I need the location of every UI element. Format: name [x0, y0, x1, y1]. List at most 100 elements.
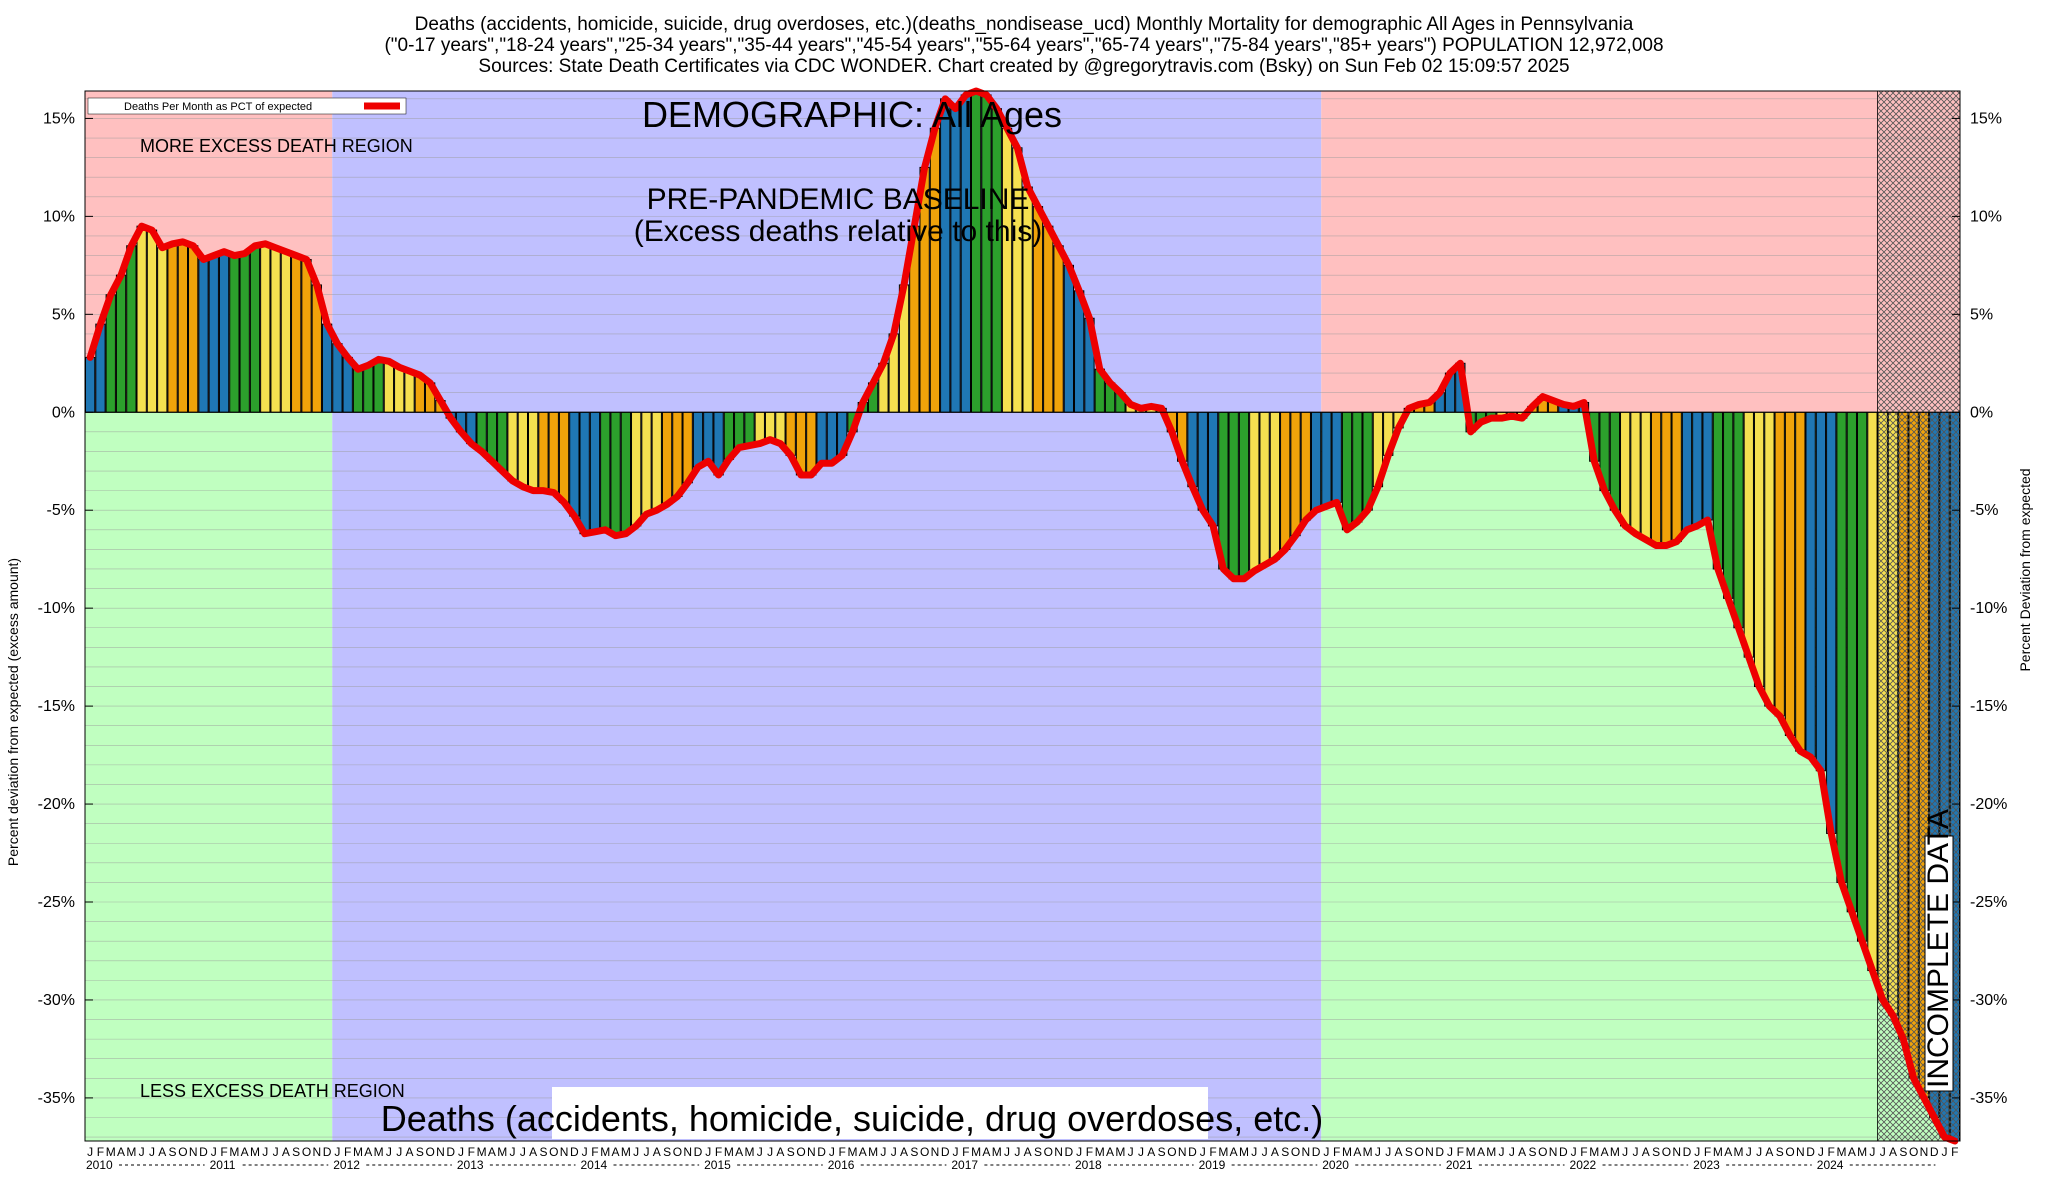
bar — [538, 411, 549, 492]
bar — [383, 360, 395, 413]
bar — [1609, 411, 1621, 511]
chart-title-line1: Deaths (accidents, homicide, suicide, dr… — [415, 14, 1634, 35]
x-month-label: N — [189, 1145, 198, 1159]
bar — [692, 411, 704, 468]
x-month-label: D — [1683, 1145, 1692, 1159]
x-month-label: J — [1014, 1145, 1020, 1159]
bar — [1836, 411, 1847, 883]
y-tick-label-right: 0% — [1970, 404, 1993, 421]
x-month-label: N — [931, 1145, 940, 1159]
bar — [600, 411, 611, 531]
bar — [816, 411, 827, 464]
y-tick-label-left: 5% — [52, 306, 75, 323]
bar — [404, 370, 415, 413]
bar — [517, 411, 528, 488]
bar — [1310, 411, 1322, 511]
x-year-label: 2010 — [86, 1158, 113, 1172]
x-month-label: A — [982, 1145, 990, 1159]
x-month-label: O — [796, 1145, 805, 1159]
less-excess-region-label: LESS EXCESS DEATH REGION — [140, 1081, 405, 1101]
x-year-label: 2021 — [1446, 1158, 1473, 1172]
x-month-label: J — [149, 1145, 155, 1159]
x-month-label: N — [807, 1145, 816, 1159]
bar — [1331, 411, 1342, 503]
bar — [1280, 411, 1291, 550]
x-month-label: M — [1713, 1145, 1723, 1159]
legend-box — [87, 97, 407, 115]
x-month-label: N — [683, 1145, 692, 1159]
x-month-label: N — [436, 1145, 445, 1159]
bar — [661, 411, 673, 505]
x-month-label: J — [1632, 1145, 1638, 1159]
x-month-label: A — [1230, 1145, 1238, 1159]
x-month-label: M — [374, 1145, 384, 1159]
x-month-label: A — [1765, 1145, 1773, 1159]
bar — [1300, 411, 1311, 521]
bar — [1630, 411, 1641, 535]
x-month-label: M — [1239, 1145, 1249, 1159]
x-month-label: F — [1086, 1145, 1093, 1159]
x-month-label: J — [1138, 1145, 1144, 1159]
x-month-label: F — [1704, 1145, 1711, 1159]
x-month-label: O — [920, 1145, 929, 1159]
x-year-label: 2022 — [1570, 1158, 1597, 1172]
x-year-label: 2024 — [1817, 1158, 1844, 1172]
x-month-label: J — [139, 1145, 145, 1159]
x-month-label: A — [900, 1145, 908, 1159]
bar — [280, 251, 292, 413]
x-month-label: J — [880, 1145, 886, 1159]
x-month-label: S — [1281, 1145, 1289, 1159]
y-tick-label-left: -25% — [38, 894, 75, 911]
x-month-label: F — [1209, 1145, 1216, 1159]
bar — [260, 243, 271, 413]
bar — [1795, 411, 1806, 752]
y-tick-label-right: -25% — [1970, 894, 2007, 911]
bar — [394, 366, 405, 413]
x-month-label: S — [910, 1145, 918, 1159]
x-month-label: F — [220, 1145, 227, 1159]
x-month-label: A — [406, 1145, 414, 1159]
x-month-label: J — [1262, 1145, 1268, 1159]
bar — [177, 241, 189, 413]
x-month-label: F — [1951, 1145, 1958, 1159]
x-month-label: M — [497, 1145, 507, 1159]
y-tick-label-right: -35% — [1970, 1090, 2007, 1107]
x-month-label: N — [1178, 1145, 1187, 1159]
x-month-label: J — [1323, 1145, 1329, 1159]
x-year-label: 2020 — [1322, 1158, 1349, 1172]
x-month-label: S — [787, 1145, 795, 1159]
x-year-label: 2011 — [210, 1158, 236, 1172]
x-month-label: J — [1447, 1145, 1453, 1159]
x-month-label: D — [1930, 1145, 1939, 1159]
bar — [126, 245, 137, 413]
legend: Deaths Per Month as PCT of expected — [87, 97, 407, 115]
bar — [1743, 411, 1754, 658]
y-tick-label-right: 10% — [1970, 208, 2002, 225]
bar — [1846, 411, 1857, 913]
x-month-label: A — [653, 1145, 661, 1159]
baseline-label-line2: (Excess deaths relative to this) — [634, 215, 1043, 248]
x-month-label: J — [1694, 1145, 1700, 1159]
x-month-label: J — [582, 1145, 588, 1159]
x-month-label: M — [106, 1145, 116, 1159]
plot-border — [84, 90, 1961, 1142]
bar — [1321, 411, 1332, 507]
x-month-label: D — [1559, 1145, 1568, 1159]
bar — [651, 411, 662, 511]
x-month-label: M — [1610, 1145, 1620, 1159]
bar — [1784, 411, 1796, 736]
x-month-label: J — [633, 1145, 639, 1159]
x-month-label: J — [386, 1145, 392, 1159]
x-month-label: O — [1785, 1145, 1794, 1159]
x-month-label: S — [1776, 1145, 1784, 1159]
bar — [1640, 411, 1651, 541]
x-month-label: M — [600, 1145, 610, 1159]
x-month-label: J — [1509, 1145, 1515, 1159]
x-month-label: S — [1034, 1145, 1042, 1159]
bar — [672, 411, 683, 498]
bar — [291, 255, 302, 413]
bar — [157, 247, 168, 413]
bar — [970, 90, 982, 413]
y-tick-label-right: 5% — [1970, 306, 1993, 323]
